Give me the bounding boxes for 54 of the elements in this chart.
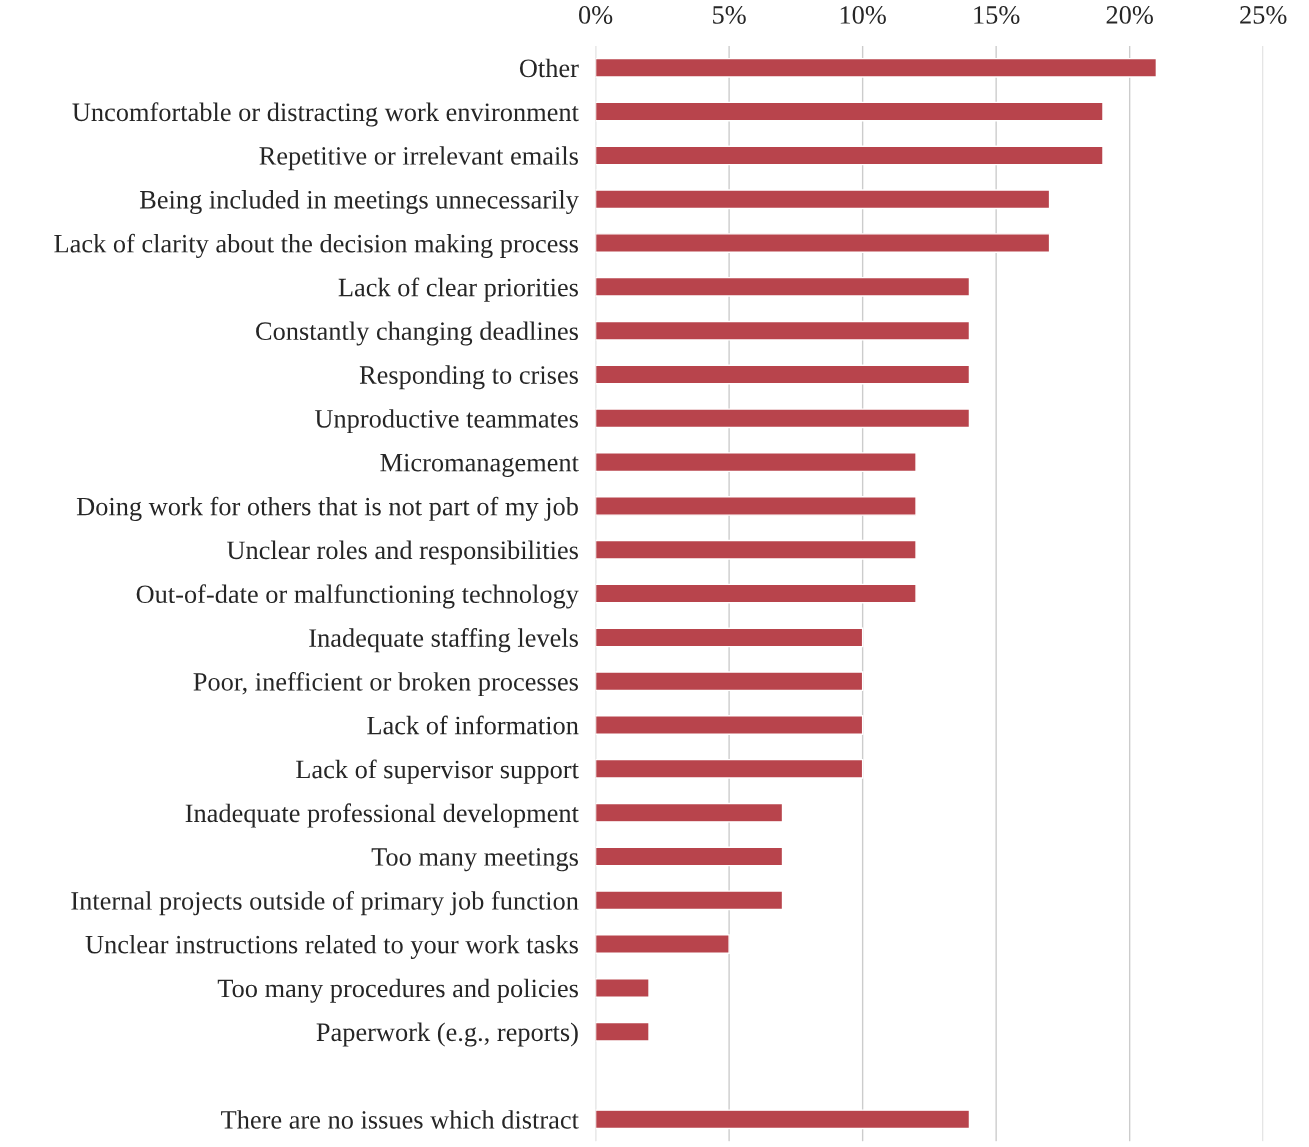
bar xyxy=(595,627,864,648)
y-tick-label: Unproductive teammates xyxy=(314,409,578,434)
y-tick-label: Doing work for others that is not part of my job xyxy=(76,496,578,521)
bar xyxy=(595,890,784,911)
bar xyxy=(595,758,864,779)
y-tick-label: Lack of information xyxy=(367,715,579,735)
y-tick-label: Inadequate staffing levels xyxy=(309,628,578,653)
y-tick-label: Being included in meetings unnecessarily xyxy=(139,190,579,215)
x-tick-label: 0% xyxy=(579,6,613,24)
y-tick-label: Constantly changing deadlines xyxy=(256,321,578,346)
y-tick-label: Paperwork (e.g., reports) xyxy=(316,1022,578,1047)
y-tick-label: There are no issues which distract xyxy=(221,1110,579,1129)
bar xyxy=(595,539,917,560)
y-tick-label: Lack of supervisor support xyxy=(296,759,579,784)
bar xyxy=(595,496,917,516)
bar xyxy=(595,189,1051,210)
bar xyxy=(595,452,917,473)
y-tick-label: Lack of clear priorities xyxy=(338,277,578,302)
bar xyxy=(595,583,917,604)
y-tick-label: Uncomfortable or distracting work environment xyxy=(72,102,579,127)
y-tick-label: Poor, inefficient or broken processes xyxy=(193,671,578,697)
y-tick-label: Too many procedures and policies xyxy=(217,978,578,1003)
y-tick-label: Inadequate professional development xyxy=(185,803,579,828)
y-tick-label: Micromanagement xyxy=(380,453,579,477)
y-tick-label: Out-of-date or malfunctioning technology xyxy=(136,584,579,609)
bar xyxy=(595,802,784,823)
bar xyxy=(595,934,730,954)
y-tick-label: Repetitive or irrelevant emails xyxy=(259,146,578,171)
bar xyxy=(595,1021,650,1042)
bar xyxy=(595,233,1051,253)
y-tick-label: Unclear roles and responsibilities xyxy=(226,540,578,565)
bar xyxy=(595,276,971,297)
bar xyxy=(595,846,784,867)
bar xyxy=(595,671,864,692)
y-tick-label: Lack of clarity about the decision making process xyxy=(54,233,578,259)
y-tick-label: Other xyxy=(519,58,579,78)
bar xyxy=(595,320,971,341)
bar xyxy=(595,1109,971,1130)
y-tick-label: Unclear instructions related to your work tasks xyxy=(85,934,578,959)
bar xyxy=(595,57,1158,78)
bar xyxy=(595,145,1104,166)
bar xyxy=(595,978,650,998)
bar xyxy=(595,364,971,385)
y-tick-label: Internal projects outside of primary job function xyxy=(71,890,579,916)
y-tick-label: Too many meetings xyxy=(371,848,578,872)
bar xyxy=(595,101,1104,122)
y-tick-label: Responding to crises xyxy=(359,365,578,390)
bar xyxy=(595,715,864,735)
bar xyxy=(595,408,971,429)
x-tick-label: 5% xyxy=(713,6,746,24)
x-tick-label: 10% xyxy=(840,6,886,24)
x-tick-label: 20% xyxy=(1106,6,1153,24)
x-tick-label: 25% xyxy=(1240,6,1287,24)
x-tick-label: 15% xyxy=(974,6,1020,24)
